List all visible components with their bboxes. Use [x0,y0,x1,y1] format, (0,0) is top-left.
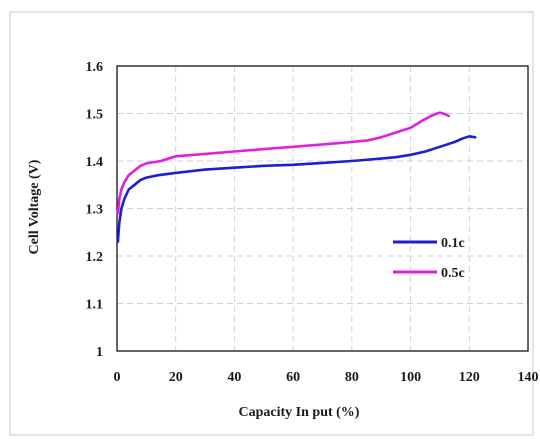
gridlines [117,66,528,351]
x-tick-label: 60 [286,370,300,385]
series-line-0-1c [116,135,477,244]
y-tick-label: 1 [96,345,103,360]
x-tick-label: 80 [345,370,359,385]
y-axis-title: Cell Voltage (V) [27,159,42,254]
y-tick-label: 1.6 [86,60,104,75]
series-lines [116,111,477,244]
x-tick-label: 120 [459,370,480,385]
x-tick-label: 20 [169,370,183,385]
y-tick-label: 1.1 [86,298,104,313]
figure-frame [9,11,534,436]
y-tick-label: 1.2 [86,250,104,265]
x-axis-title: Capacity In put (%) [239,405,360,420]
plot-area-border [116,65,529,352]
legend-label: 0.1c [441,236,465,251]
legend-label: 0.5c [441,266,465,281]
x-tick-label: 100 [400,370,421,385]
legend: 0.1c 0.5c [393,236,465,281]
y-tick-label: 1.4 [86,155,104,170]
tick-labels: 0 20 40 60 80 100 120 140 1 1.1 1.2 1.3 1.4 1.5 1.6 [86,60,539,385]
x-tick-label: 140 [518,370,539,385]
series-line-0-5c [116,111,450,215]
y-tick-label: 1.3 [86,203,104,218]
y-tick-label: 1.5 [86,108,104,123]
x-tick-label: 40 [227,370,241,385]
x-tick-label: 0 [114,370,121,385]
